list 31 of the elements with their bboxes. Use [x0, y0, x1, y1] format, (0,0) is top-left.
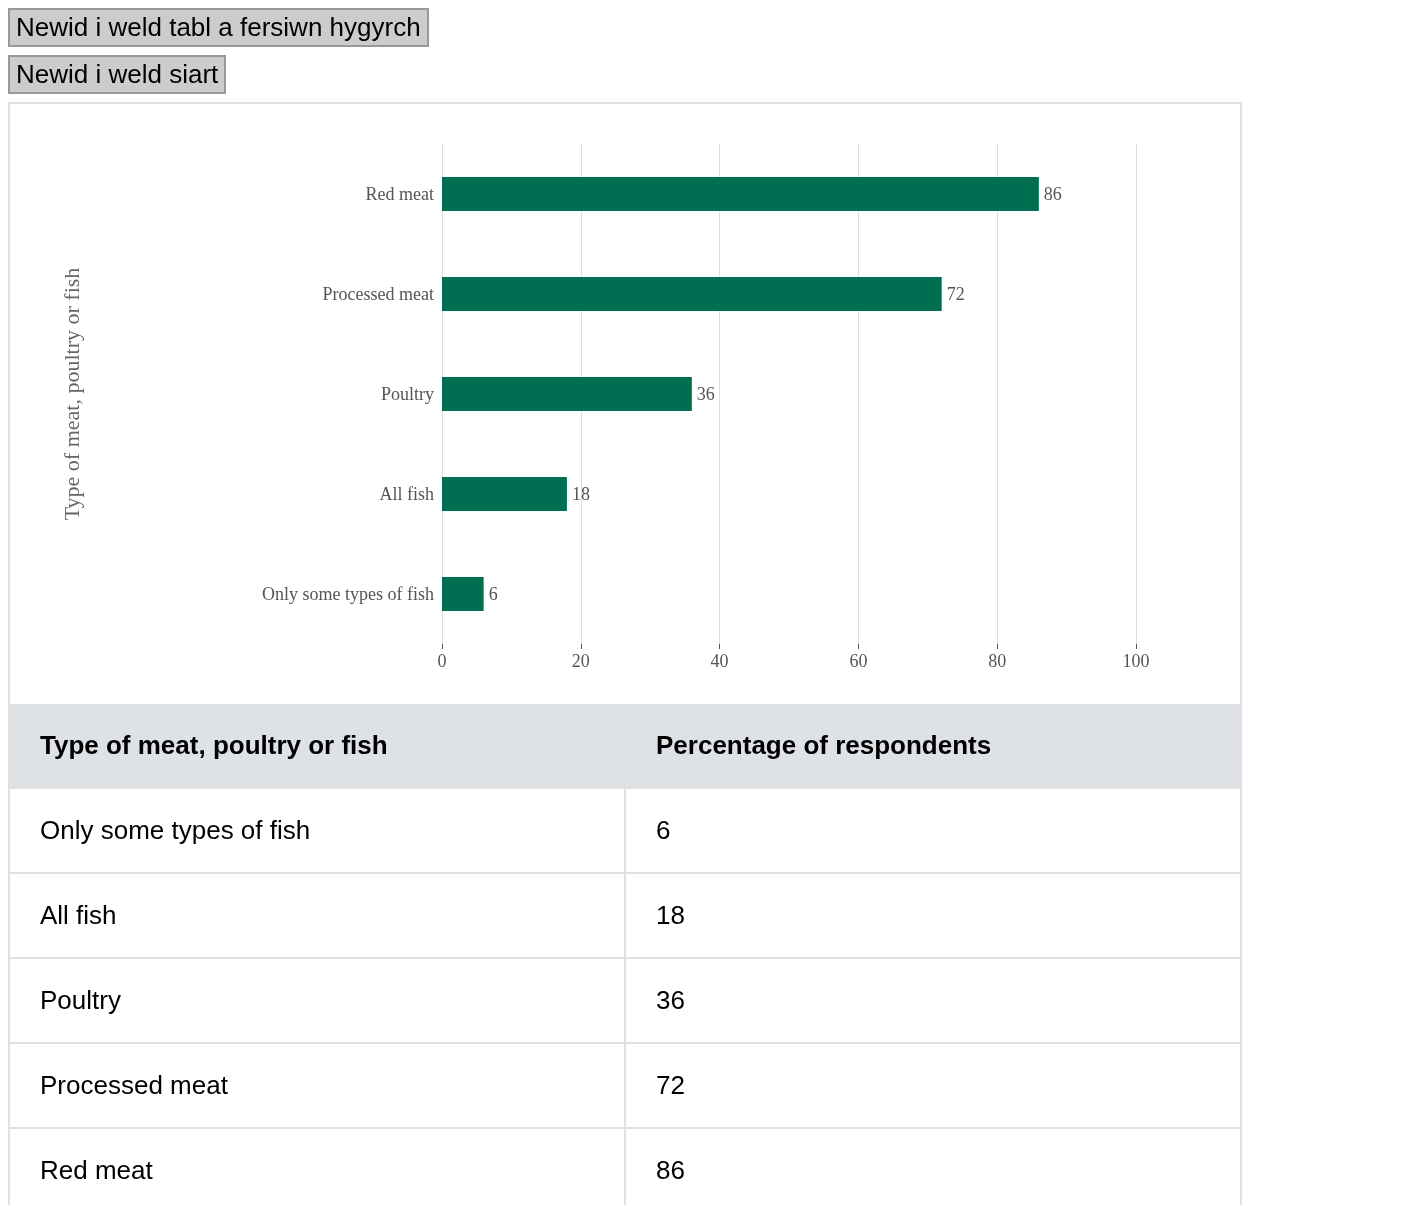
- data-label: 86: [1043, 184, 1062, 204]
- x-tick-label: 0: [437, 651, 447, 671]
- text: 86: [656, 1155, 685, 1185]
- text: Newid i weld siart: [8, 55, 227, 94]
- x-tick-label: 20: [571, 651, 590, 671]
- text: Newid i weld tabl a fersiwn hygyrch: [8, 8, 429, 47]
- data-label: 6: [488, 584, 498, 604]
- x-tick-label: 100: [1122, 651, 1150, 671]
- x-tick-label: 40: [710, 651, 729, 671]
- data-label: 72: [946, 284, 965, 304]
- y-axis-title: Type of meat, poultry or fish: [10, 704, 625, 788]
- data-label: 36: [696, 384, 715, 404]
- text: 6: [656, 815, 671, 845]
- y-tick-label: All fish: [379, 484, 434, 504]
- category-label: Red meat: [40, 1155, 153, 1185]
- x-axis-title: Percentage of respondents: [625, 704, 1240, 788]
- y-tick-label: Red meat: [365, 184, 434, 204]
- category-label: Only some types of fish: [40, 815, 311, 845]
- x-tick-label: 80: [988, 651, 1007, 671]
- data-label: 18: [571, 484, 590, 504]
- y-tick-label: Processed meat: [322, 284, 434, 304]
- text: Type of meat, poultry or fish: [58, 267, 84, 521]
- y-tick-label: Only some types of fish: [262, 584, 434, 604]
- text: 18: [656, 900, 685, 930]
- category-label: All fish: [40, 900, 117, 930]
- category-label: Poultry: [40, 985, 121, 1015]
- x-tick-label: 60: [849, 651, 868, 671]
- text: 72: [656, 1070, 685, 1100]
- text: 36: [656, 985, 685, 1015]
- category-label: Processed meat: [40, 1070, 228, 1100]
- y-tick-label: Poultry: [380, 384, 434, 404]
